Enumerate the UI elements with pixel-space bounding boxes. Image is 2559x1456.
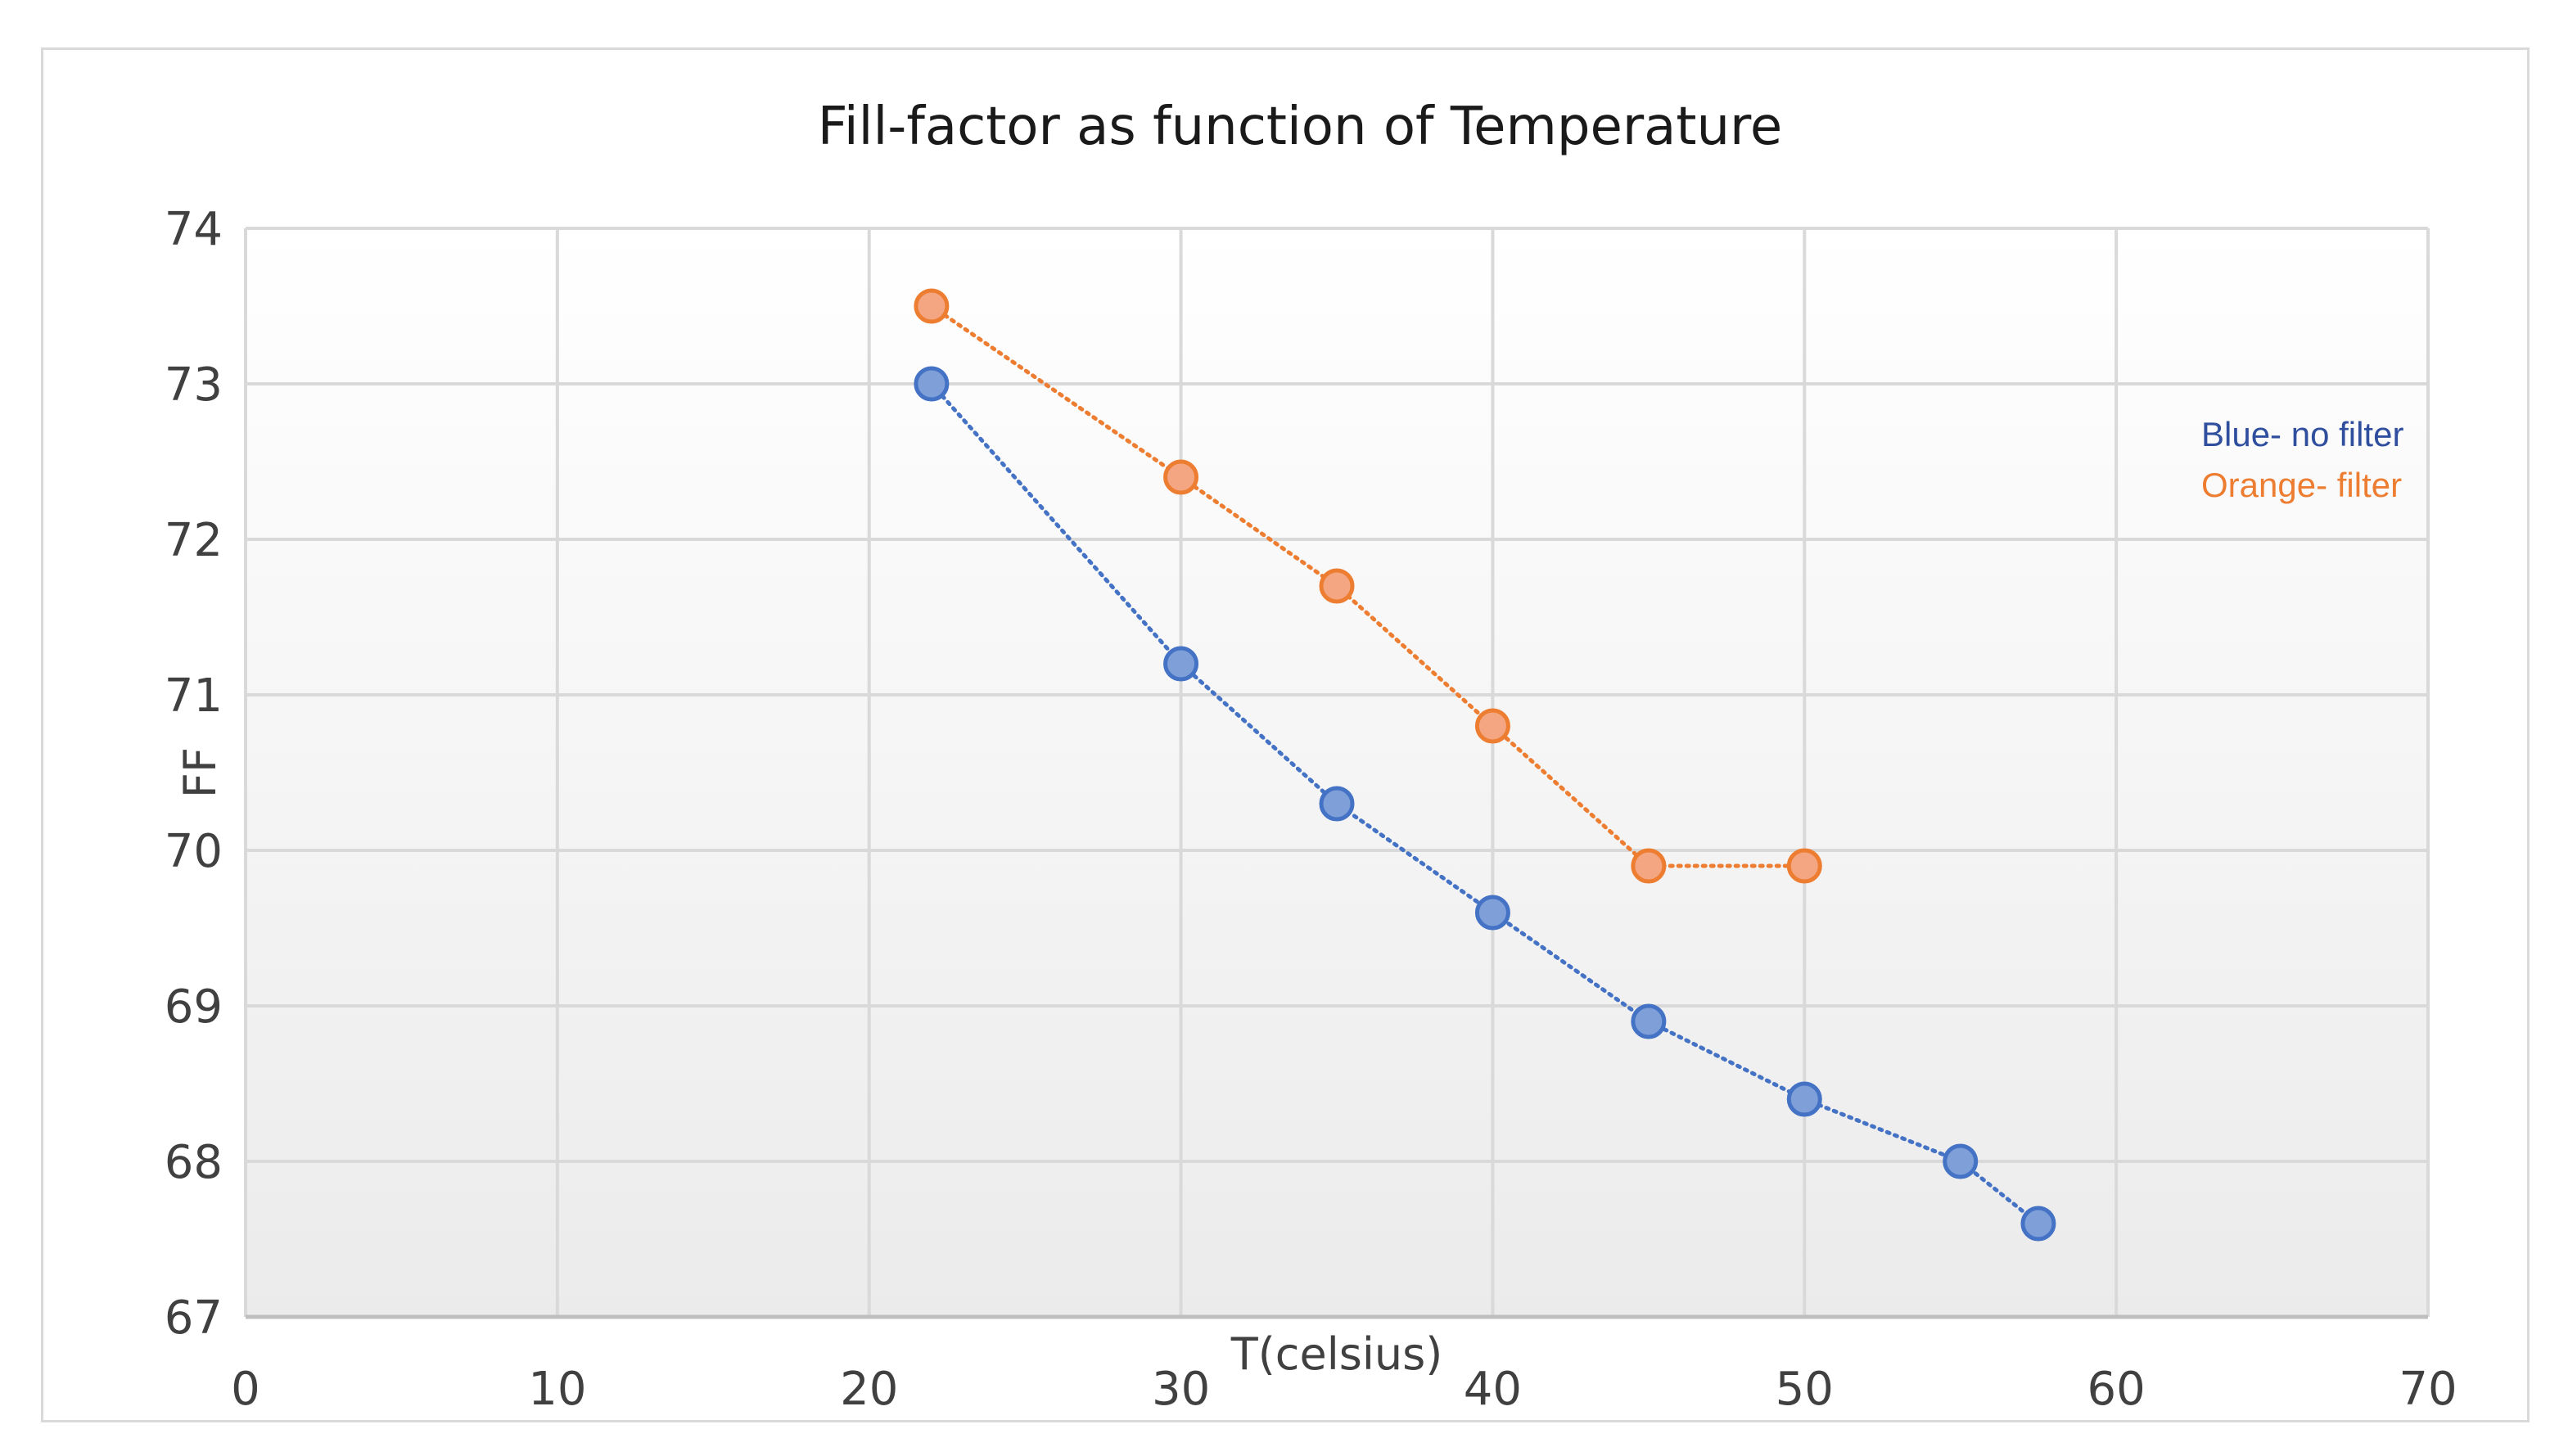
- data-point: [914, 288, 950, 324]
- x-tick-label: 70: [2399, 1363, 2457, 1416]
- legend-note: Orange- filter: [2201, 466, 2402, 504]
- x-tick-label: 0: [231, 1363, 260, 1416]
- y-tick-label: 70: [165, 825, 223, 878]
- chart-frame: Fill-factor as function of Temperature 0…: [41, 47, 2530, 1422]
- chart-svg: Fill-factor as function of Temperature 0…: [165, 97, 2457, 1416]
- data-point: [1319, 786, 1355, 822]
- x-tick-label: 50: [1776, 1363, 1834, 1416]
- x-tick-label: 30: [1152, 1363, 1210, 1416]
- x-tick-label: 20: [840, 1363, 898, 1416]
- series-layer: [914, 288, 2056, 1242]
- series-line: [929, 381, 2041, 1226]
- y-tick-label: 68: [165, 1136, 223, 1189]
- series-filter: [914, 288, 1822, 884]
- axis-layer: 0 10 20 30 40 50 60 70 67 68 69 70 71 72 73 74: [165, 203, 2457, 1416]
- chart-title: Fill-factor as function of Temperature: [818, 97, 1783, 157]
- y-axis-title: FF: [174, 747, 226, 798]
- y-tick-label: 72: [165, 514, 223, 567]
- y-tick-label: 67: [165, 1291, 223, 1345]
- data-point: [914, 366, 950, 402]
- plot-background: [246, 228, 2428, 1317]
- x-tick-label: 60: [2087, 1363, 2146, 1416]
- legend-notes: Blue- no filter Orange- filter: [2201, 415, 2403, 504]
- y-tick-label: 69: [165, 980, 223, 1034]
- y-tick-label: 74: [165, 203, 223, 256]
- data-point: [1786, 848, 1822, 884]
- x-tick-label: 40: [1464, 1363, 1522, 1416]
- x-axis-title: T(celsius): [1230, 1328, 1443, 1380]
- data-point: [1474, 708, 1510, 744]
- data-point: [1631, 848, 1667, 884]
- series-no-filter: [914, 366, 2056, 1242]
- data-point: [1631, 1003, 1667, 1039]
- grid-layer: [244, 227, 2430, 1317]
- legend-note: Blue- no filter: [2201, 415, 2403, 453]
- data-point: [1943, 1143, 1979, 1179]
- data-point: [1786, 1081, 1822, 1117]
- y-tick-label: 73: [165, 358, 223, 412]
- data-point: [1163, 646, 1199, 682]
- data-point: [2020, 1206, 2056, 1242]
- data-point: [1163, 459, 1199, 495]
- x-tick-label: 10: [528, 1363, 586, 1416]
- data-point: [1319, 568, 1355, 604]
- y-tick-label: 71: [165, 669, 223, 723]
- data-point: [1474, 895, 1510, 931]
- series-line: [929, 304, 1807, 868]
